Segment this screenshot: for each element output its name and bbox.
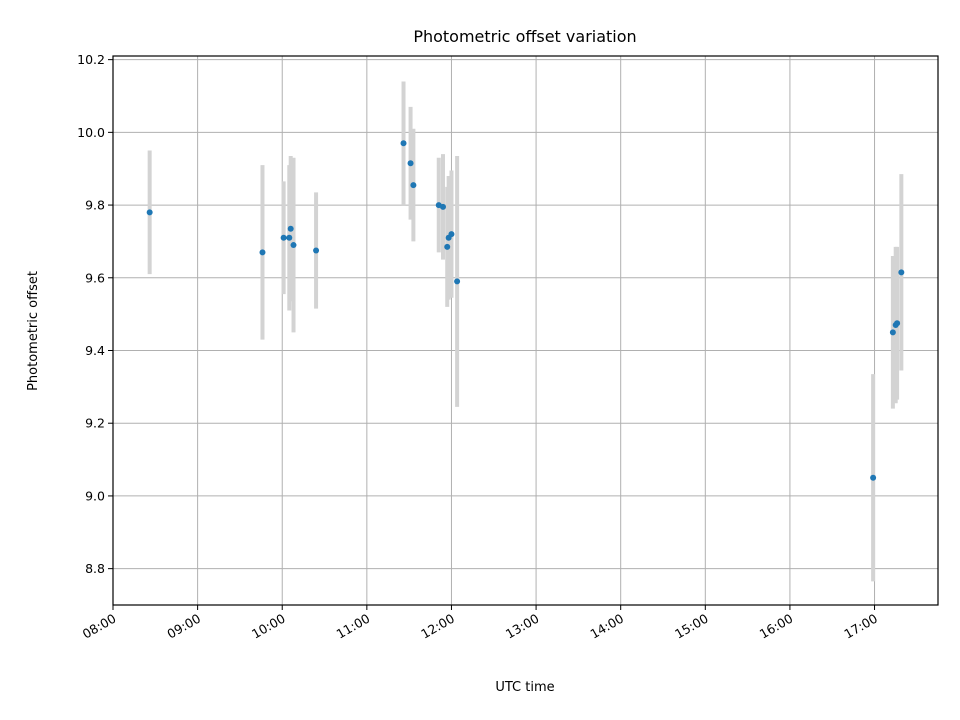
y-axis-ticks: 8.8 9.0 9.2 9.4 9.6 9.8 10.0 10.2: [77, 52, 113, 576]
x-tick-label: 13:00: [503, 611, 542, 642]
data-point: [448, 231, 455, 238]
data-point: [454, 278, 461, 285]
x-tick-label: 09:00: [164, 611, 203, 642]
data-point: [894, 320, 901, 327]
data-point: [287, 225, 294, 232]
x-tick-label: 10:00: [249, 611, 288, 642]
x-tick-label: 14:00: [587, 611, 626, 642]
data-point: [259, 249, 266, 256]
y-tick-label: 10.2: [77, 52, 105, 67]
data-point: [410, 182, 417, 189]
data-point: [290, 242, 297, 249]
data-point: [440, 203, 446, 210]
y-tick-label: 9.8: [85, 198, 105, 213]
y-tick-label: 8.8: [85, 561, 105, 576]
error-bars: [147, 81, 904, 582]
x-tick-label: 11:00: [334, 611, 373, 642]
x-tick-label: 12:00: [418, 611, 457, 642]
x-tick-label: 16:00: [757, 611, 796, 642]
data-point: [898, 269, 905, 276]
y-tick-label: 9.6: [85, 270, 105, 285]
y-axis-label: Photometric offset: [26, 271, 41, 391]
x-tick-label: 15:00: [672, 611, 711, 642]
chart-title: Photometric offset variation: [413, 27, 636, 46]
data-point: [870, 474, 877, 481]
grid: [112, 56, 938, 605]
data-point: [889, 329, 896, 336]
data-point: [313, 247, 320, 254]
data-points: [146, 140, 905, 481]
data-point: [286, 234, 293, 241]
plot-frame: [112, 55, 939, 606]
x-axis-label: UTC time: [495, 680, 554, 695]
y-tick-label: 9.4: [85, 343, 105, 358]
data-point: [444, 243, 451, 250]
x-axis-ticks: 08:00 09:00 10:00 11:00 12:00 13:00 14:00 15:00…: [80, 605, 880, 642]
data-point: [407, 160, 414, 167]
data-point: [146, 209, 153, 216]
y-tick-label: 9.0: [85, 488, 105, 503]
data-point: [400, 140, 407, 147]
data-point: [280, 234, 287, 241]
x-tick-label: 08:00: [80, 611, 119, 642]
y-tick-label: 9.2: [85, 416, 105, 431]
y-tick-label: 10.0: [77, 125, 105, 140]
x-tick-label: 17:00: [841, 611, 880, 642]
